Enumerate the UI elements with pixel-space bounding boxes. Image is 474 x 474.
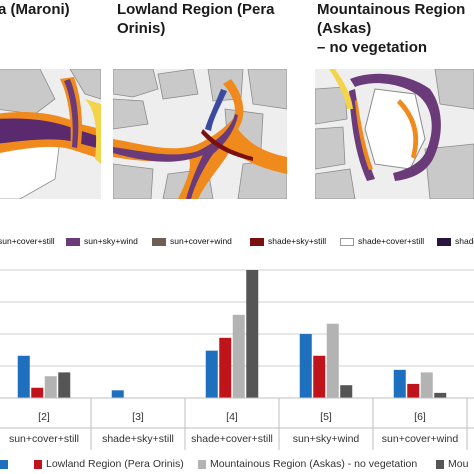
x-tick-label: sun+sky+wind bbox=[293, 433, 360, 445]
map-legend-label-4: shade+sky+still bbox=[268, 236, 327, 246]
x-tick-index: [2] bbox=[38, 411, 50, 423]
legend-label-mou: Mou bbox=[448, 458, 469, 470]
map-title-askas: Mountainous Region (Askas) – no vegetati… bbox=[317, 1, 466, 56]
bar bbox=[407, 383, 420, 398]
map-legend-label-3: sun+cover+wind bbox=[170, 236, 232, 246]
bar bbox=[111, 390, 124, 398]
bar bbox=[434, 392, 447, 398]
map-pera-orinis bbox=[113, 69, 287, 199]
chart-bars bbox=[17, 270, 447, 398]
map-legend-swatch-6 bbox=[437, 238, 451, 246]
legend-label-mountainous: Mountainous Region (Askas) - no vegetati… bbox=[210, 458, 418, 470]
bar bbox=[232, 314, 245, 398]
bar bbox=[313, 355, 326, 398]
bar bbox=[17, 355, 30, 398]
x-tick-label: sun+cover+wind bbox=[382, 433, 459, 445]
bar bbox=[326, 323, 339, 398]
map-title-maroni: a (Maroni) bbox=[0, 1, 70, 18]
legend-swatch-lowland bbox=[34, 460, 42, 469]
map-title-pera-orinis: Lowland Region (Pera Orinis) bbox=[117, 1, 275, 37]
map-legend-label-1: sun+cover+still bbox=[0, 236, 55, 246]
bar-chart: [2] sun+cover+still [3] shade+sky+still [4] s… bbox=[0, 269, 474, 450]
map-legend-swatch-5 bbox=[340, 238, 354, 246]
map-legend: sun+cover+still sun+sky+wind sun+cover+w… bbox=[0, 231, 474, 251]
map-legend-swatch-4 bbox=[250, 238, 264, 246]
map-legend-swatch-2 bbox=[66, 238, 80, 246]
map-maroni bbox=[0, 69, 101, 199]
x-tick-label: shade+sky+still bbox=[102, 433, 174, 445]
x-tick-index: [4] bbox=[226, 411, 238, 423]
chart-x-axis: [2] sun+cover+still [3] shade+sky+still [4] s… bbox=[0, 397, 474, 450]
bar bbox=[219, 337, 232, 398]
bar bbox=[31, 387, 44, 398]
map-legend-label-5: shade+cover+still bbox=[358, 236, 425, 246]
bar bbox=[205, 350, 218, 398]
bar bbox=[420, 372, 433, 398]
legend-label-lowland: Lowland Region (Pera Orinis) bbox=[46, 458, 184, 470]
map-legend-label-6: shade bbox=[455, 236, 474, 246]
x-tick-label: shade+cover+still bbox=[191, 433, 273, 445]
bar bbox=[340, 385, 353, 398]
x-tick-index: [6] bbox=[414, 411, 426, 423]
bar bbox=[299, 334, 312, 398]
legend-swatch-mou bbox=[436, 460, 444, 469]
legend-swatch-series-1 bbox=[0, 460, 8, 469]
map-legend-swatch-3 bbox=[152, 238, 166, 246]
bar bbox=[44, 376, 57, 398]
bar bbox=[246, 270, 259, 398]
x-tick-index: [5] bbox=[320, 411, 332, 423]
bar bbox=[58, 372, 71, 398]
x-tick-label: sun+cover+still bbox=[9, 433, 79, 445]
legend-swatch-mountainous bbox=[198, 460, 206, 469]
map-legend-label-2: sun+sky+wind bbox=[84, 236, 138, 246]
bar bbox=[393, 369, 406, 398]
x-tick-index: [3] bbox=[132, 411, 144, 423]
chart-legend: Lowland Region (Pera Orinis) Mountainous… bbox=[0, 455, 474, 474]
map-askas bbox=[315, 69, 474, 199]
